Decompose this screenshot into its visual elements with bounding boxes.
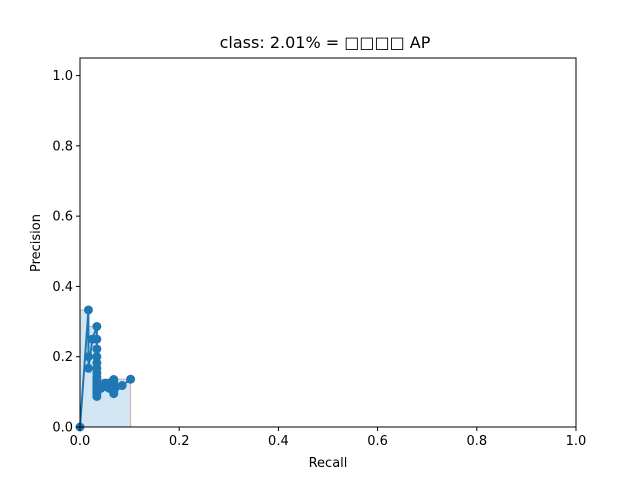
data-point (83, 305, 93, 315)
data-point (92, 334, 102, 344)
data-point (126, 374, 136, 384)
chart-title: class: 2.01% = □□□□ AP (220, 33, 431, 52)
y-tick-label: 0.2 (52, 350, 73, 365)
data-point (83, 352, 93, 362)
x-tick-label: 0.8 (466, 434, 487, 449)
data-point (92, 344, 102, 354)
y-tick-label: 1.0 (52, 69, 73, 84)
x-axis-label: Recall (309, 456, 348, 471)
plot-frame (79, 57, 577, 428)
y-tick-label: 0.0 (52, 421, 73, 436)
y-tick-label: 0.8 (52, 139, 73, 154)
y-tick-label: 0.6 (52, 210, 73, 225)
y-tick-label: 0.4 (52, 280, 73, 295)
data-point (117, 381, 127, 391)
x-tick-label: 1.0 (566, 434, 587, 449)
x-tick-label: 0.6 (367, 434, 388, 449)
y-axis-label: Precision (29, 214, 44, 272)
series-points-layer (75, 305, 136, 432)
data-point (83, 363, 93, 373)
data-point (92, 321, 102, 331)
data-point (92, 391, 102, 401)
x-tick-label: 0.4 (268, 434, 289, 449)
data-point (92, 352, 102, 362)
x-tick-label: 0.2 (169, 434, 190, 449)
x-axis-ticks: 0.0 0.2 0.4 0.6 0.8 1.0 (70, 427, 587, 449)
x-tick-label: 0.0 (70, 434, 91, 449)
data-point (109, 389, 119, 399)
y-axis-ticks: 0.0 0.2 0.4 0.6 0.8 1.0 (52, 69, 80, 436)
